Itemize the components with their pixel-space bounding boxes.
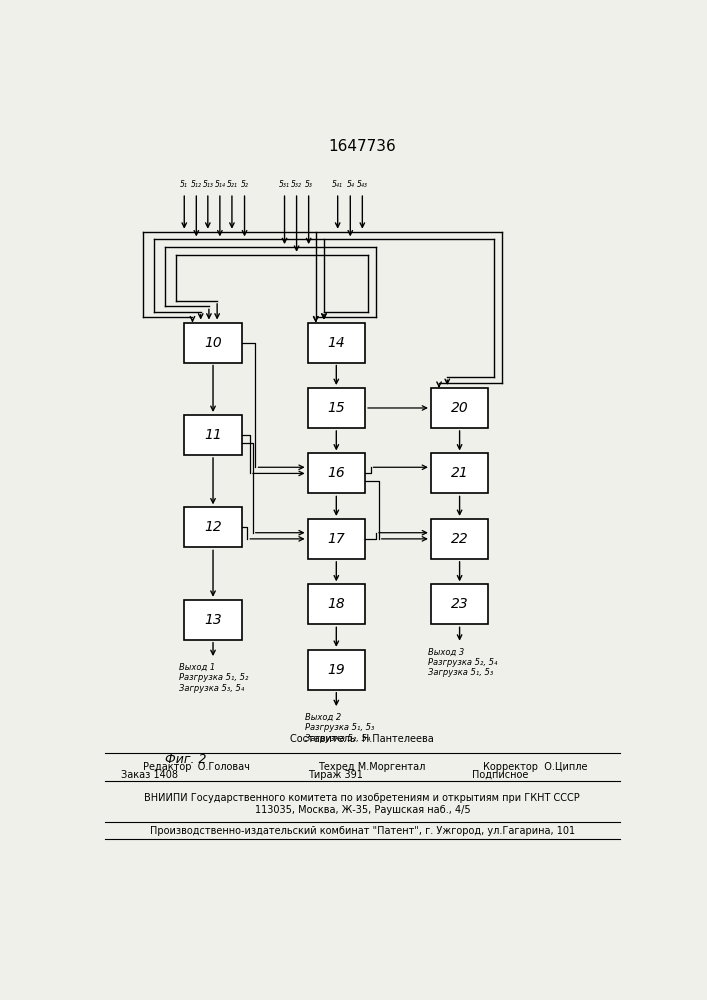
Text: 5₁₂: 5₁₂ [191,180,201,189]
FancyBboxPatch shape [308,388,365,428]
FancyBboxPatch shape [185,415,242,455]
Text: 5₁₃: 5₁₃ [202,180,214,189]
Text: 15: 15 [327,401,345,415]
Text: 23: 23 [451,597,469,611]
Text: 1647736: 1647736 [329,139,396,154]
FancyBboxPatch shape [308,323,365,363]
Text: 17: 17 [327,532,345,546]
FancyBboxPatch shape [308,584,365,624]
Text: 5₃₁: 5₃₁ [279,180,290,189]
Text: ВНИИПИ Государственного комитета по изобретениям и открытиям при ГКНТ СССР: ВНИИПИ Государственного комитета по изоб… [144,793,580,803]
Text: Корректор  О.Ципле: Корректор О.Ципле [483,762,588,772]
Text: 5₁: 5₁ [180,180,188,189]
Text: Тираж 391: Тираж 391 [308,770,363,780]
Text: Выход 2
Разгрузка 5₁, 5₃
Загрузка 5₂, 5₄: Выход 2 Разгрузка 5₁, 5₃ Загрузка 5₂, 5₄ [305,713,374,743]
Text: 12: 12 [204,520,222,534]
FancyBboxPatch shape [308,453,365,493]
Text: Заказ 1408: Заказ 1408 [122,770,178,780]
Text: 18: 18 [327,597,345,611]
Text: 5₂₁: 5₂₁ [226,180,238,189]
FancyBboxPatch shape [431,519,489,559]
FancyBboxPatch shape [185,507,242,547]
Text: Составитель  Н.Пантелеева: Составитель Н.Пантелеева [291,734,434,744]
FancyBboxPatch shape [308,519,365,559]
Text: 21: 21 [451,466,469,480]
Text: 10: 10 [204,336,222,350]
FancyBboxPatch shape [185,600,242,640]
Text: 5₃₂: 5₃₂ [291,180,302,189]
FancyBboxPatch shape [431,388,489,428]
Text: Редактор  О.Головач: Редактор О.Головач [144,762,250,772]
Text: 5₃: 5₃ [305,180,312,189]
Text: Выход 3
Разгрузка 5₂, 5₄
Загрузка 5₁, 5₃: Выход 3 Разгрузка 5₂, 5₄ Загрузка 5₁, 5₃ [428,647,498,677]
Text: 20: 20 [451,401,469,415]
Text: 19: 19 [327,663,345,677]
FancyBboxPatch shape [431,584,489,624]
Text: 14: 14 [327,336,345,350]
Text: 5₁₄: 5₁₄ [214,180,226,189]
Text: 16: 16 [327,466,345,480]
Text: 11: 11 [204,428,222,442]
Text: 13: 13 [204,613,222,627]
Text: Фиг. 2: Фиг. 2 [165,753,206,766]
FancyBboxPatch shape [431,453,489,493]
FancyBboxPatch shape [308,650,365,690]
FancyBboxPatch shape [185,323,242,363]
Text: 5₂: 5₂ [240,180,248,189]
Text: 5₄₃: 5₄₃ [357,180,368,189]
Text: Производственно-издательский комбинат "Патент", г. Ужгород, ул.Гагарина, 101: Производственно-издательский комбинат "П… [150,826,575,836]
Text: Техред М.Моргентал: Техред М.Моргентал [319,762,426,772]
Text: Выход 1
Разгрузка 5₁, 5₂
Загрузка 5₃, 5₄: Выход 1 Разгрузка 5₁, 5₂ Загрузка 5₃, 5₄ [179,663,248,693]
Text: Подписное: Подписное [472,770,528,780]
Text: 5₄₁: 5₄₁ [332,180,343,189]
Text: 5₄: 5₄ [346,180,354,189]
Text: 22: 22 [451,532,469,546]
Text: 113035, Москва, Ж-35, Раушская наб., 4/5: 113035, Москва, Ж-35, Раушская наб., 4/5 [255,805,470,815]
